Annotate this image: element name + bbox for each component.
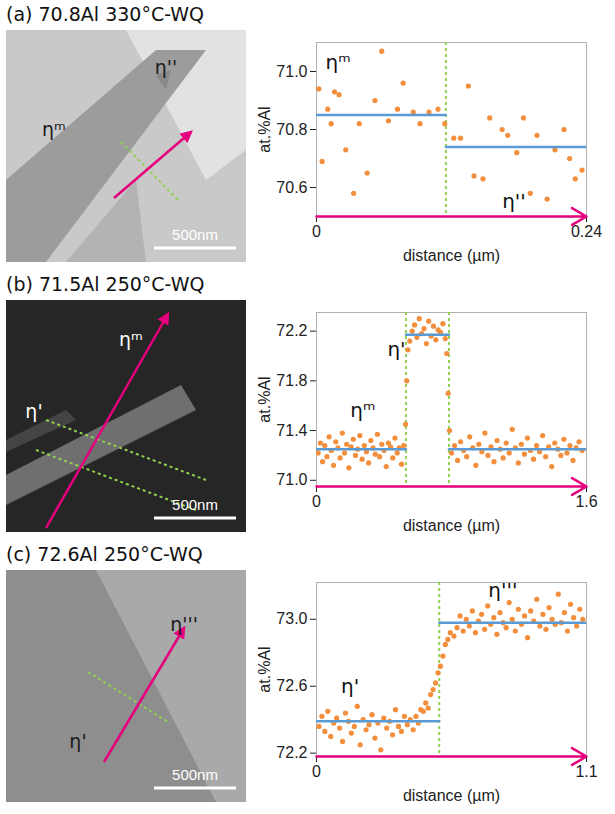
svg-text:500nm: 500nm (172, 226, 218, 243)
svg-text:at.%Al: at.%Al (256, 376, 273, 422)
svg-text:0: 0 (312, 763, 321, 780)
svg-text:1.6: 1.6 (575, 493, 597, 510)
svg-text:η': η' (387, 337, 405, 361)
svg-text:at.%Al: at.%Al (256, 106, 273, 152)
svg-text:η'': η'' (502, 189, 526, 213)
svg-text:ηᵐ: ηᵐ (350, 398, 375, 422)
svg-text:72.2: 72.2 (276, 322, 307, 339)
svg-text:0: 0 (312, 493, 321, 510)
svg-text:ηᵐ: ηᵐ (119, 328, 143, 350)
html-text:(b) 71.5Al 250°C-WQ: (b) 71.5Al 250°C-WQ (6, 273, 205, 295)
svg-text:distance (µm): distance (µm) (403, 247, 500, 264)
svg-text:1.1: 1.1 (575, 763, 597, 780)
svg-text:71.8: 71.8 (276, 372, 307, 389)
svg-text:ηᵐ: ηᵐ (326, 50, 351, 74)
svg-text:71.0: 71.0 (276, 471, 307, 488)
svg-text:70.6: 70.6 (276, 179, 307, 196)
svg-text:0: 0 (312, 223, 321, 240)
svg-text:η''': η''' (488, 578, 517, 602)
svg-text:500nm: 500nm (172, 766, 218, 783)
svg-text:η': η' (341, 674, 359, 698)
svg-text:71.4: 71.4 (276, 422, 307, 439)
svg-text:ηᵐ: ηᵐ (42, 118, 66, 140)
svg-text:73.0: 73.0 (276, 610, 307, 627)
svg-text:distance (µm): distance (µm) (403, 787, 500, 804)
svg-text:72.2: 72.2 (276, 744, 307, 761)
svg-text:71.0: 71.0 (276, 63, 307, 80)
svg-text:70.8: 70.8 (276, 121, 307, 138)
svg-text:distance (µm): distance (µm) (403, 517, 500, 534)
svg-text:at.%Al: at.%Al (256, 646, 273, 692)
svg-text:500nm: 500nm (172, 496, 218, 513)
svg-text:0.24: 0.24 (571, 223, 602, 240)
html-text:(a) 70.8Al 330°C-WQ: (a) 70.8Al 330°C-WQ (6, 3, 204, 25)
svg-text:72.6: 72.6 (276, 677, 307, 694)
svg-text:η': η' (69, 730, 86, 752)
html-text:(c) 72.6Al 250°C-WQ: (c) 72.6Al 250°C-WQ (6, 543, 203, 565)
svg-text:η''': η''' (170, 613, 198, 635)
svg-text:η': η' (25, 400, 42, 422)
svg-text:η'': η'' (155, 56, 178, 78)
